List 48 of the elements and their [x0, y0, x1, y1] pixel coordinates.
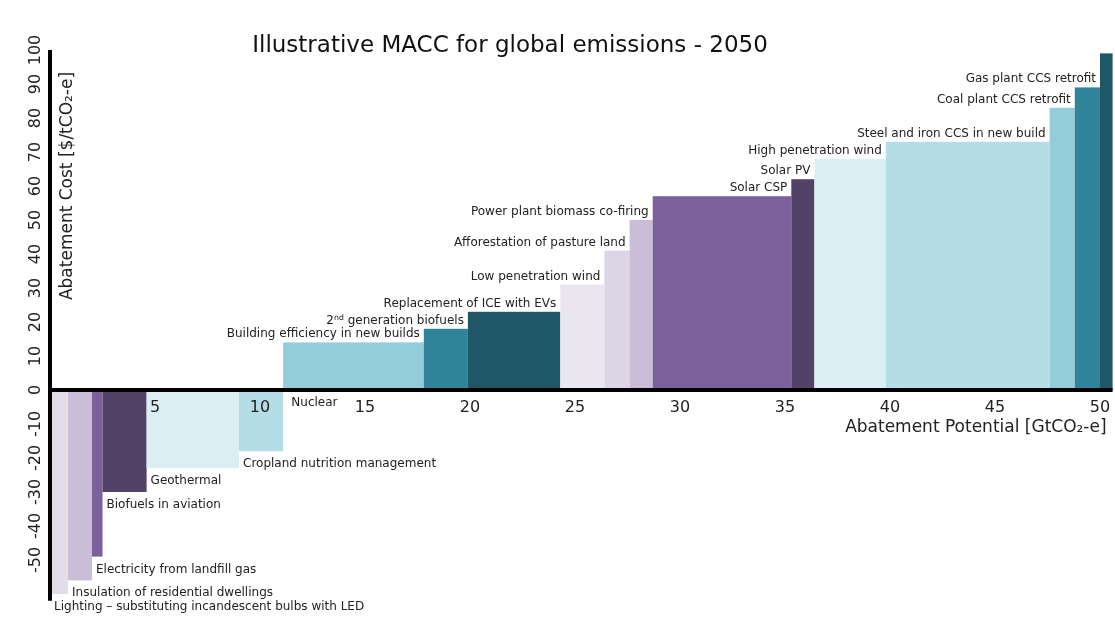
x-tick-label: 40 [879, 397, 901, 416]
annotation: Lighting – substituting incandescent bulbs with LED [54, 599, 365, 613]
annotation: Solar CSP [729, 180, 788, 195]
x-axis-title: Abatement Potential [GtCO₂-e] [845, 416, 1107, 436]
annotation: 2$^{nd}$ generation biofuels [326, 312, 464, 327]
y-tick-label: 30 [25, 277, 44, 299]
annotation: Power plant biomass co-firing [470, 204, 649, 218]
x-tick-label: 20 [459, 397, 481, 416]
annotation: High penetration wind [748, 142, 882, 157]
y-tick-label: 70 [25, 141, 44, 163]
x-tick-label: 5 [149, 397, 161, 416]
annotation: Biofuels in aviation [106, 497, 221, 511]
x-tick-label: 10 [249, 397, 271, 416]
y-tick-label: 10 [25, 345, 44, 367]
annotation: Insulation of residential dwellings [72, 585, 274, 600]
annotation: Geothermal [150, 473, 222, 488]
x-tick-label: 30 [669, 397, 691, 416]
y-tick-label: -50 [25, 546, 44, 574]
annotation: Gas plant CCS retrofit [965, 71, 1097, 86]
y-tick-label: 0 [25, 384, 44, 396]
y-tick-label: 60 [25, 175, 44, 197]
annotation: Building efficiency in new builds [226, 326, 420, 341]
y-tick-label: -30 [25, 478, 44, 506]
x-tick-label: 25 [564, 397, 586, 416]
annotation: Steel and iron CCS in new build [857, 125, 1046, 140]
annotation: Nuclear [291, 395, 338, 409]
y-tick-label: 40 [25, 243, 44, 265]
y-tick-label: 50 [25, 209, 44, 231]
y-tick-label: 100 [25, 34, 44, 66]
x-tick-label: 45 [984, 397, 1006, 416]
annotation: Electricity from landfill gas [96, 561, 257, 576]
y-tick-label: 20 [25, 311, 44, 333]
y-tick-label: 80 [25, 107, 44, 129]
annotation: Low penetration wind [470, 268, 601, 283]
annotation: Afforestation of pasture land [453, 234, 626, 249]
y-tick-label: -10 [25, 410, 44, 438]
annotation: Cropland nutrition management [243, 456, 437, 471]
y-tick-label: -40 [25, 512, 44, 540]
x-tick-label: 15 [354, 397, 376, 416]
y-tick-label: -20 [25, 444, 44, 472]
chart-title: Illustrative MACC for global emissions - 2050 [252, 31, 768, 57]
x-tick-label: 50 [1089, 397, 1111, 416]
annotation: Solar PV [760, 163, 812, 178]
annotation: Replacement of ICE with EVs [383, 295, 557, 310]
y-axis-title: Abatement Cost [$/tCO₂-e] [56, 71, 76, 301]
x-tick-label: 35 [774, 397, 796, 416]
annotation: Coal plant CCS retrofit [936, 91, 1072, 106]
y-tick-label: 90 [25, 73, 44, 95]
